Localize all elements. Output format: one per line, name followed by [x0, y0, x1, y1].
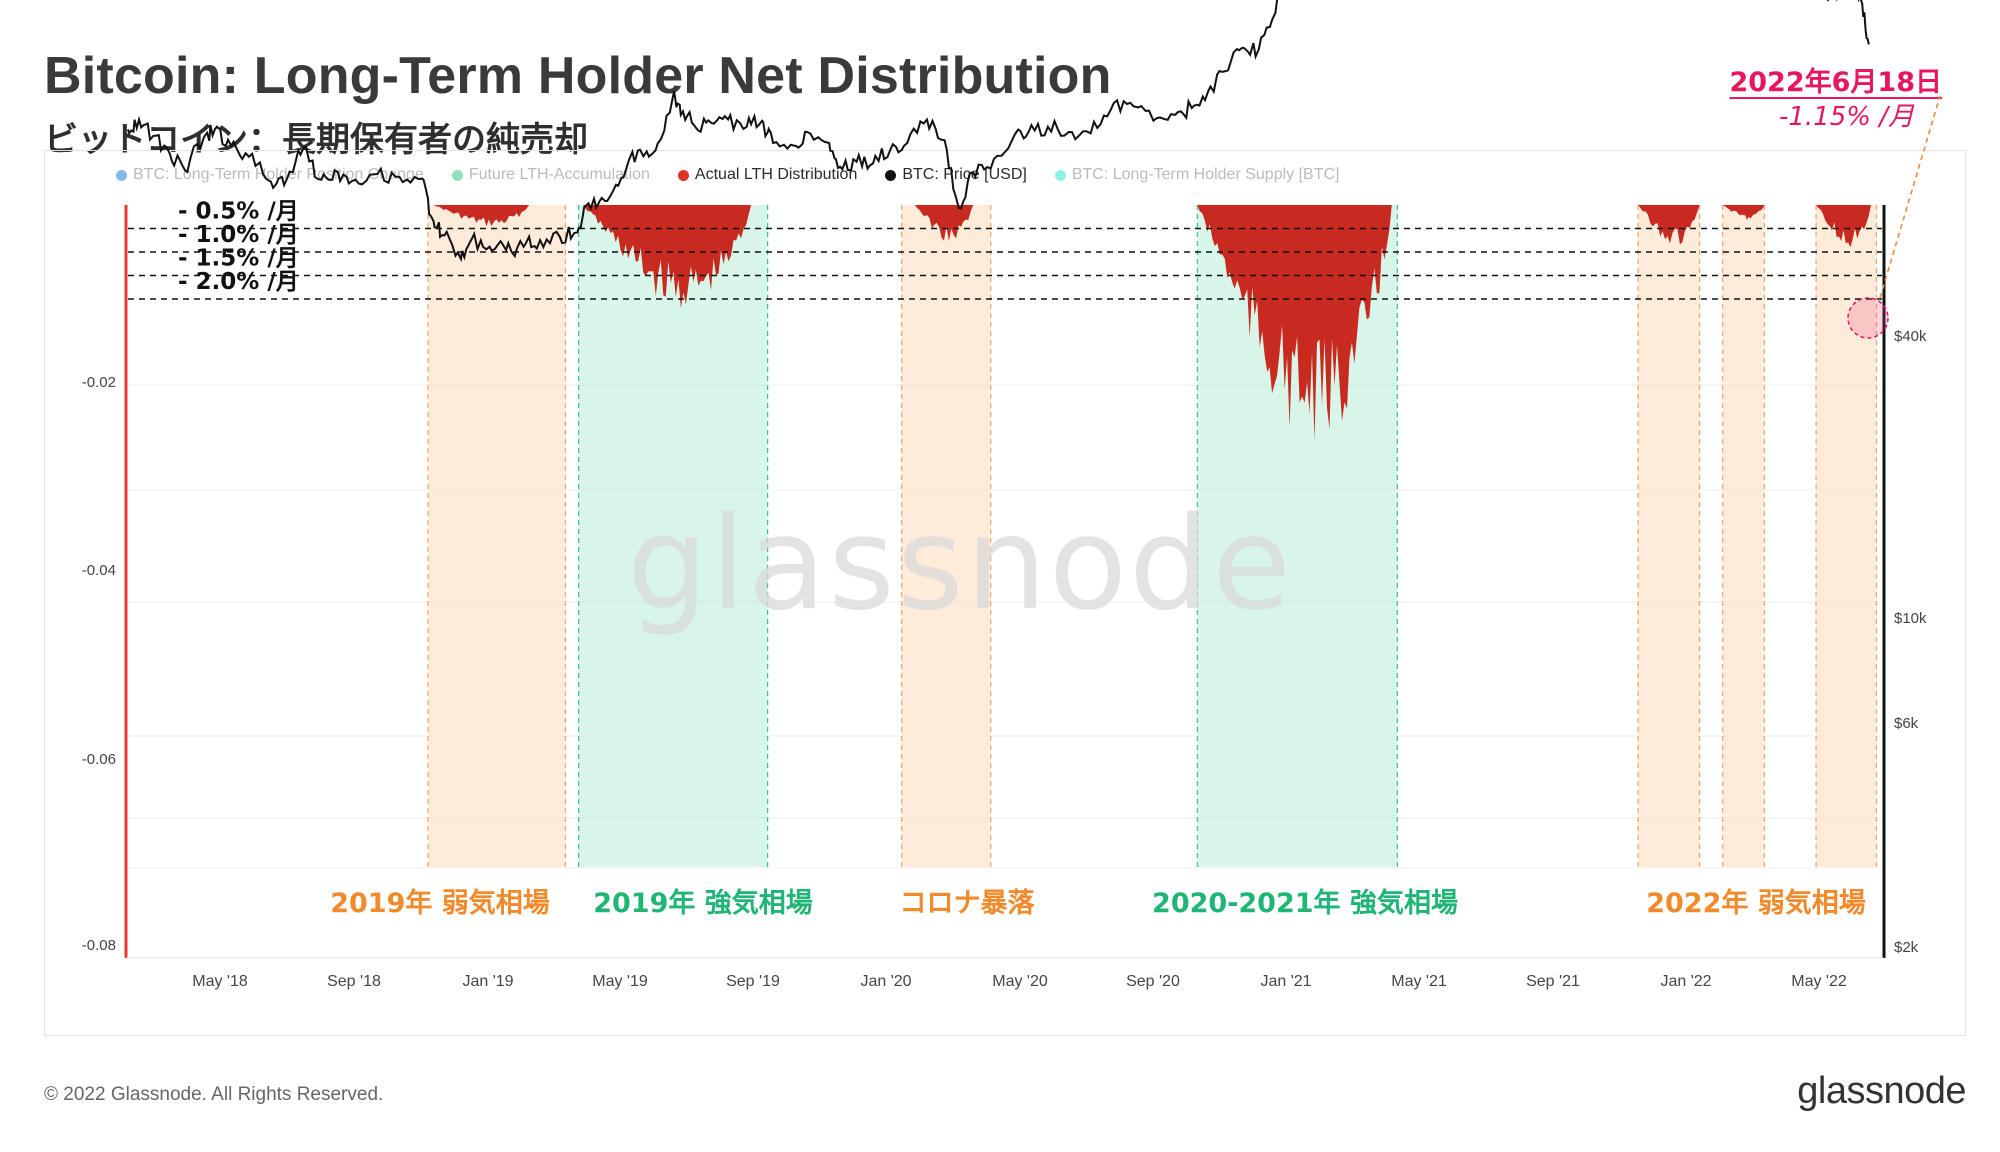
regime-band: [1722, 205, 1765, 867]
legend-item-btc-price[interactable]: BTC: Price [USD]: [885, 166, 1027, 184]
y-left-tick: -0.08: [82, 937, 116, 954]
x-tick: May '18: [192, 973, 248, 990]
footer-copyright: © 2022 Glassnode. All Rights Reserved.: [44, 1084, 384, 1105]
threshold-label: - 0.5% /月: [178, 199, 299, 225]
annotation-rate: -1.15% /月: [1778, 102, 1914, 132]
x-tick: May '19: [592, 973, 648, 990]
x-tick: Jan '21: [1260, 973, 1311, 990]
glassnode-logo: glassnode: [1797, 1070, 1966, 1112]
x-tick: Sep '19: [726, 973, 780, 990]
legend-item-lth-supply[interactable]: BTC: Long-Term Holder Supply [BTC]: [1054, 166, 1340, 184]
legend-item-lth-position-change[interactable]: BTC: Long-Term Holder Position Change: [116, 166, 424, 184]
legend-dot-icon: [116, 169, 127, 181]
regime-band: [578, 205, 768, 867]
legend-label: BTC: Price [USD]: [902, 166, 1027, 183]
regime-band: [1638, 205, 1700, 867]
distribution-area: [583, 205, 752, 308]
annotation-date: 2022年6月18日: [1729, 67, 1942, 98]
legend-dot-icon: [885, 169, 897, 181]
legend-dot-icon: [451, 169, 463, 181]
glassnode-watermark: glassnode: [627, 490, 1293, 639]
regime-band: [428, 205, 566, 867]
regime-label: 2022年 弱気相場: [1646, 887, 1866, 919]
distribution-area: [433, 205, 530, 227]
x-tick: Sep '18: [327, 973, 381, 990]
legend-dot-icon: [677, 169, 689, 181]
legend-label: Future LTH-Accumulation: [468, 166, 650, 183]
regime-label: コロナ暴落: [900, 888, 1036, 919]
x-tick: May '22: [1791, 973, 1847, 990]
regime-label: 2019年 強気相場: [593, 887, 813, 919]
x-tick: Jan '20: [860, 973, 911, 990]
x-tick: Jan '19: [462, 973, 513, 990]
regime-label: 2020-2021年 強気相場: [1152, 887, 1458, 919]
distribution-area: [1197, 205, 1392, 441]
y-right-tick: $40k: [1894, 328, 1927, 345]
x-tick: May '21: [1391, 973, 1447, 990]
threshold-label: - 1.0% /月: [178, 222, 299, 248]
distribution-area: [1638, 205, 1700, 245]
annotation-marker: [1847, 297, 1889, 339]
legend-label: BTC: Long-Term Holder Supply [BTC]: [1071, 166, 1340, 183]
annotation-leader: [1879, 95, 1941, 299]
x-tick: Sep '21: [1526, 973, 1580, 990]
x-tick: Jan '22: [1660, 973, 1711, 990]
btc-price-line: [127, 0, 1870, 263]
y-left-tick: -0.04: [82, 562, 116, 579]
distribution-area: [1722, 205, 1765, 220]
threshold-label: - 1.5% /月: [178, 246, 299, 272]
page-title: Bitcoin: Long-Term Holder Net Distributi…: [44, 47, 1112, 105]
legend-dot-icon: [1054, 169, 1066, 181]
distribution-area: [914, 205, 974, 242]
y-left-tick: -0.06: [82, 751, 116, 768]
y-right-tick: $2k: [1894, 939, 1919, 956]
y-right-tick: $6k: [1894, 715, 1919, 732]
distribution-area: [1816, 205, 1871, 248]
regime-band: [901, 205, 991, 867]
x-tick: May '20: [992, 973, 1048, 990]
regime-band: [1816, 205, 1877, 867]
x-tick: Sep '20: [1126, 973, 1180, 990]
regime-label: 2019年 弱気相場: [330, 887, 550, 919]
y-left-tick: -0.02: [82, 374, 116, 391]
chart-legend: BTC: Long-Term Holder Position Change Fu…: [116, 166, 1339, 184]
legend-label: BTC: Long-Term Holder Position Change: [133, 166, 424, 183]
threshold-label: - 2.0% /月: [178, 269, 299, 295]
legend-item-future-accumulation[interactable]: Future LTH-Accumulation: [451, 166, 650, 184]
y-right-tick: $10k: [1894, 610, 1927, 627]
legend-item-actual-distribution[interactable]: Actual LTH Distribution: [677, 166, 858, 184]
legend-label: Actual LTH Distribution: [694, 166, 858, 183]
